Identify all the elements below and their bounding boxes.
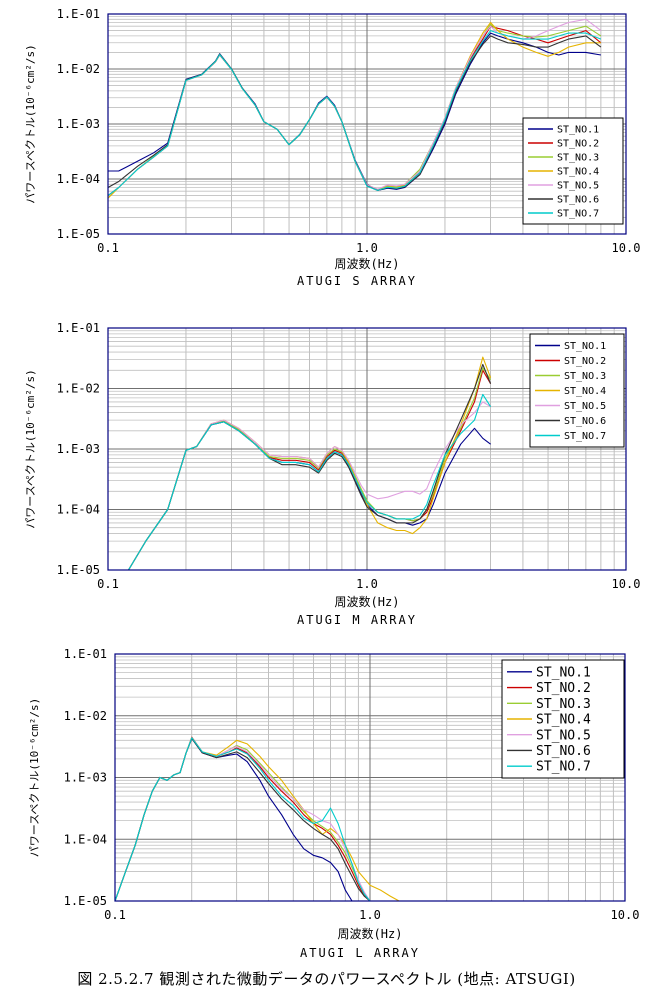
series-line-7 (107, 30, 602, 197)
legend-label-5: ST_NO.5 (557, 181, 599, 192)
chart-panel-m: 1.E-05 1.E-04 1.E-03 1.E-02 1.E-01 0.1 1.0 10.0… (0, 312, 653, 642)
y-axis-label: パワースペクトル(10⁻⁶cm²/s) (24, 369, 37, 529)
y-tick-label: 1.E-03 (57, 442, 100, 456)
series-group (107, 18, 602, 199)
plot-frame (107, 327, 627, 571)
legend-label-7: ST_NO.7 (536, 760, 591, 775)
legend-label-3: ST_NO.3 (564, 371, 606, 382)
grid (114, 653, 626, 902)
y-tick-label: 1.E-01 (57, 7, 100, 21)
y-tick-label: 1.E-04 (64, 832, 107, 846)
series-line-5 (128, 401, 491, 571)
x-tick-label: 1.0 (356, 241, 378, 255)
chart-panel-l: 1.E-05 1.E-04 1.E-03 1.E-02 1.E-01 0.1 1.0 10.0… (0, 646, 653, 964)
y-axis-label: パワースペクトル(10⁻⁶cm²/s) (24, 44, 37, 204)
y-tick-label: 1.E-02 (57, 62, 100, 76)
legend-label-6: ST_NO.6 (557, 195, 599, 206)
chart-title: ATUGI S ARRAY (297, 274, 417, 288)
legend-label-2: ST_NO.2 (557, 139, 599, 150)
legend-label-4: ST_NO.4 (536, 713, 591, 728)
legend-label-1: ST_NO.1 (557, 125, 599, 136)
y-tick-label: 1.E-02 (57, 382, 100, 396)
legend-label-5: ST_NO.5 (536, 728, 591, 743)
x-tick-label: 10.0 (611, 908, 640, 922)
x-tick-label: 10.0 (612, 241, 641, 255)
y-tick-label: 1.E-05 (64, 894, 107, 908)
y-axis-label: パワースペクトル(10⁻⁶cm²/s) (28, 698, 41, 858)
y-tick-label: 1.E-01 (64, 647, 107, 661)
y-tick-labels: 1.E-05 1.E-04 1.E-03 1.E-02 1.E-01 (64, 647, 107, 908)
y-tick-label: 1.E-01 (57, 321, 100, 335)
chart-title: ATUGI L ARRAY (300, 946, 420, 960)
x-tick-label: 0.1 (97, 241, 119, 255)
y-tick-label: 1.E-04 (57, 503, 100, 517)
x-axis-label: 周波数(Hz) (335, 256, 400, 271)
legend: ST_NO.1 ST_NO.2 ST_NO.3 ST_NO.4 ST_NO.5 ST_NO… (529, 333, 625, 448)
series-group (114, 736, 400, 902)
legend-label-4: ST_NO.4 (564, 386, 606, 397)
x-axis-label: 周波数(Hz) (338, 926, 403, 941)
plot-frame (114, 653, 626, 902)
chart-panel-s: 1.E-05 1.E-04 1.E-03 1.E-02 1.E-01 0.1 1.0 10.0… (0, 0, 653, 300)
y-tick-label: 1.E-03 (64, 771, 107, 785)
figure-caption: 図 2.5.2.7 観測された微動データのパワースペクトル (地点: ATSUG… (77, 970, 576, 988)
chart-m-array: 1.E-05 1.E-04 1.E-03 1.E-02 1.E-01 0.1 1.0 10.0… (24, 321, 640, 627)
chart-title: ATUGI M ARRAY (297, 613, 417, 627)
x-tick-labels: 0.1 1.0 10.0 (97, 241, 640, 255)
series-line-7 (114, 737, 371, 902)
legend-label-6: ST_NO.6 (536, 744, 591, 759)
y-tick-label: 1.E-05 (57, 563, 100, 577)
legend-label-7: ST_NO.7 (557, 209, 599, 220)
y-tick-label: 1.E-03 (57, 117, 100, 131)
y-tick-labels: 1.E-05 1.E-04 1.E-03 1.E-02 1.E-01 (57, 321, 100, 577)
x-tick-labels: 0.1 1.0 10.0 (97, 577, 640, 591)
y-tick-label: 1.E-02 (64, 709, 107, 723)
legend-label-5: ST_NO.5 (564, 401, 606, 412)
legend-label-3: ST_NO.3 (557, 153, 599, 164)
x-tick-label: 1.0 (359, 908, 381, 922)
x-tick-label: 0.1 (104, 908, 126, 922)
legend-label-2: ST_NO.2 (536, 681, 591, 696)
legend-label-4: ST_NO.4 (557, 167, 599, 178)
x-axis-label: 周波数(Hz) (335, 594, 400, 609)
chart-s-array: 1.E-05 1.E-04 1.E-03 1.E-02 1.E-01 0.1 1.0 10.0… (24, 7, 640, 288)
legend-label-2: ST_NO.2 (564, 356, 606, 367)
x-tick-label: 0.1 (97, 577, 119, 591)
y-tick-label: 1.E-04 (57, 172, 100, 186)
legend-label-6: ST_NO.6 (564, 416, 606, 427)
legend-label-3: ST_NO.3 (536, 697, 591, 712)
legend-label-1: ST_NO.1 (536, 665, 591, 680)
series-line-7 (128, 393, 492, 571)
legend: ST_NO.1ST_NO.2ST_NO.3ST_NO.4ST_NO.5ST_NO… (501, 659, 625, 779)
x-tick-label: 1.0 (356, 577, 378, 591)
chart-l-array: 1.E-05 1.E-04 1.E-03 1.E-02 1.E-01 0.1 1.0 10.0… (28, 647, 639, 960)
legend: ST_NO.1 ST_NO.2 ST_NO.3 ST_NO.4 ST_NO.5 ST_NO… (522, 117, 624, 225)
legend-label-1: ST_NO.1 (564, 341, 606, 352)
y-tick-labels: 1.E-05 1.E-04 1.E-03 1.E-02 1.E-01 (57, 7, 100, 241)
series-group (128, 356, 492, 571)
x-tick-labels: 0.1 1.0 10.0 (104, 908, 639, 922)
legend-label-7: ST_NO.7 (564, 431, 606, 442)
x-tick-label: 10.0 (612, 577, 641, 591)
plot-frame (107, 13, 627, 235)
y-tick-label: 1.E-05 (57, 227, 100, 241)
